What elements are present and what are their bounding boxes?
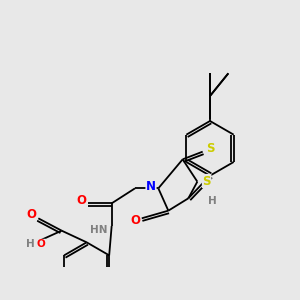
Text: HN: HN	[90, 225, 108, 235]
Text: H: H	[26, 239, 34, 249]
Text: O: O	[76, 194, 86, 207]
Text: O: O	[131, 214, 141, 227]
Text: S: S	[206, 142, 214, 155]
Text: O: O	[37, 239, 46, 249]
Text: S: S	[202, 175, 211, 188]
Text: N: N	[146, 180, 156, 193]
Text: O: O	[26, 208, 36, 221]
Text: H: H	[208, 196, 217, 206]
